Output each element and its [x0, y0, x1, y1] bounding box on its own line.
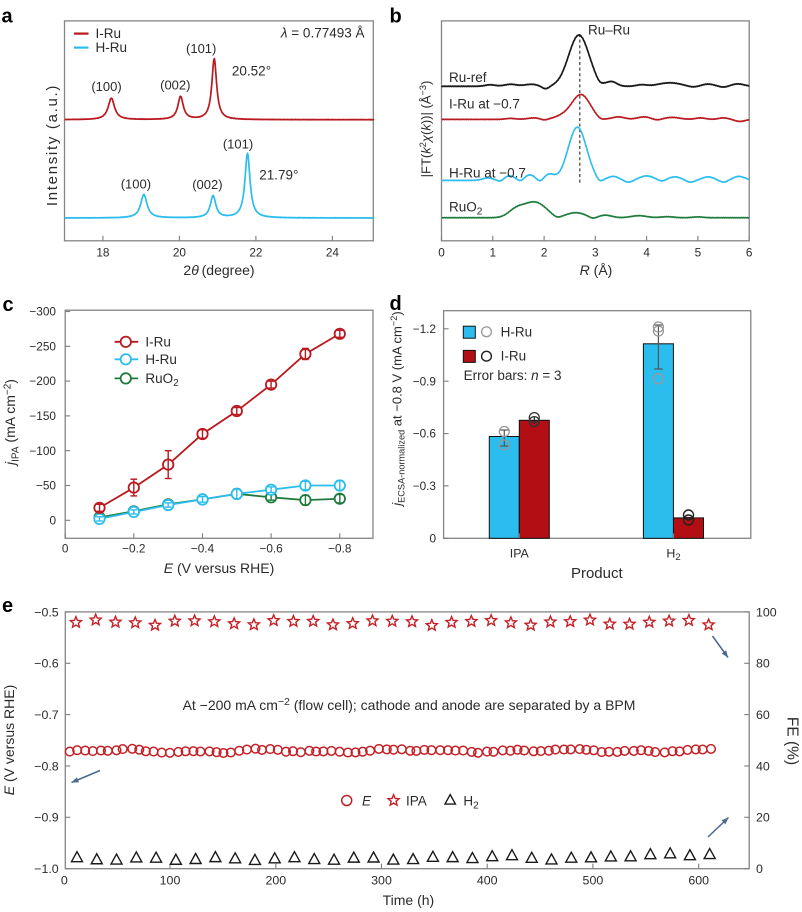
svg-text:−1.2: −1.2	[413, 322, 436, 336]
svg-text:0: 0	[756, 862, 763, 876]
svg-text:−50: −50	[36, 479, 56, 493]
svg-text:|FT(k2χ(k))| (Å−3): |FT(k2χ(k))| (Å−3)	[418, 81, 434, 178]
svg-text:RuO2: RuO2	[449, 200, 483, 218]
svg-text:40: 40	[756, 759, 770, 773]
svg-text:−100: −100	[29, 444, 56, 458]
svg-text:−0.9: −0.9	[413, 374, 436, 388]
svg-text:−0.6: −0.6	[413, 427, 437, 441]
svg-text:(100): (100)	[121, 177, 151, 192]
svg-text:(100): (100)	[91, 79, 121, 94]
svg-text:I-Ru: I-Ru	[145, 334, 171, 349]
svg-text:e: e	[2, 595, 13, 617]
svg-text:H-Ru: H-Ru	[96, 40, 128, 55]
svg-text:−1.0: −1.0	[34, 862, 59, 876]
svg-text:−300: −300	[29, 305, 56, 319]
svg-text:2: 2	[541, 245, 548, 259]
svg-text:−0.8: −0.8	[34, 759, 59, 773]
svg-text:20: 20	[756, 811, 770, 825]
svg-text:d: d	[390, 293, 402, 315]
svg-text:3: 3	[592, 245, 599, 259]
svg-text:E (V versus RHE): E (V versus RHE)	[1, 685, 17, 795]
svg-text:H-Ru: H-Ru	[145, 352, 177, 367]
svg-text:100: 100	[160, 874, 181, 888]
svg-text:I-Ru: I-Ru	[501, 349, 527, 364]
svg-text:−0.4: −0.4	[191, 542, 215, 556]
svg-text:(101): (101)	[223, 137, 253, 152]
svg-text:20.52°: 20.52°	[232, 63, 271, 78]
svg-text:22: 22	[249, 245, 262, 259]
svg-text:c: c	[3, 294, 14, 316]
svg-text:E: E	[362, 794, 372, 809]
svg-text:5: 5	[695, 245, 702, 259]
svg-text:100: 100	[756, 605, 777, 619]
svg-text:RuO2: RuO2	[145, 371, 179, 389]
svg-text:λ = 0.77493 Å: λ = 0.77493 Å	[280, 26, 365, 41]
svg-text:H-Ru: H-Ru	[501, 324, 533, 339]
svg-text:300: 300	[371, 874, 392, 888]
svg-text:1: 1	[490, 245, 497, 259]
svg-text:I-Ru: I-Ru	[96, 26, 122, 41]
svg-text:600: 600	[688, 874, 709, 888]
svg-text:I-Ru at −0.7: I-Ru at −0.7	[449, 97, 520, 112]
svg-text:Error bars: n = 3: Error bars: n = 3	[464, 368, 562, 383]
svg-text:2θ (degree): 2θ (degree)	[183, 262, 254, 278]
svg-text:−0.6: −0.6	[34, 657, 59, 671]
svg-text:Time (h): Time (h)	[383, 892, 435, 908]
svg-text:−150: −150	[29, 409, 56, 423]
svg-text:18: 18	[96, 245, 110, 259]
svg-text:(002): (002)	[160, 78, 190, 93]
svg-text:−250: −250	[29, 339, 56, 353]
svg-text:−200: −200	[29, 374, 56, 388]
svg-text:Product: Product	[571, 565, 624, 582]
svg-text:(101): (101)	[186, 41, 216, 56]
svg-text:H-Ru at −0.7: H-Ru at −0.7	[449, 166, 526, 181]
svg-text:24: 24	[326, 245, 340, 259]
svg-text:20: 20	[173, 245, 187, 259]
svg-text:−0.2: −0.2	[122, 542, 145, 556]
svg-text:−0.3: −0.3	[413, 479, 437, 493]
svg-text:0: 0	[61, 874, 68, 888]
svg-text:−0.7: −0.7	[34, 708, 59, 722]
svg-text:R (Å): R (Å)	[580, 262, 613, 278]
svg-text:0: 0	[49, 513, 56, 527]
svg-text:Ru–Ru: Ru–Ru	[588, 23, 630, 38]
svg-text:−0.6: −0.6	[259, 542, 283, 556]
svg-text:b: b	[390, 6, 402, 28]
svg-text:4: 4	[643, 245, 650, 259]
svg-text:IPA: IPA	[406, 794, 427, 809]
svg-text:a: a	[2, 6, 14, 28]
svg-text:Ru-ref: Ru-ref	[449, 70, 487, 85]
svg-text:−0.9: −0.9	[34, 811, 59, 825]
svg-text:6: 6	[746, 245, 753, 259]
svg-text:At −200 mA cm−2 (flow cell); c: At −200 mA cm−2 (flow cell); cathode and…	[183, 696, 636, 713]
svg-text:IPA: IPA	[510, 546, 530, 560]
svg-text:FE (%): FE (%)	[784, 717, 801, 765]
svg-text:0: 0	[438, 245, 445, 259]
svg-text:Intensity (a.u.): Intensity (a.u.)	[44, 84, 61, 206]
svg-text:500: 500	[583, 874, 604, 888]
svg-text:jECSA-normalized at −0.8 V (mA: jECSA-normalized at −0.8 V (mA cm−2)	[389, 311, 407, 507]
svg-text:0: 0	[429, 531, 436, 545]
svg-text:60: 60	[756, 708, 770, 722]
svg-text:200: 200	[265, 874, 286, 888]
svg-text:400: 400	[477, 874, 498, 888]
svg-text:21.79°: 21.79°	[259, 167, 298, 182]
svg-text:jIPA (mA cm−2): jIPA (mA cm−2)	[2, 379, 21, 467]
svg-text:0: 0	[62, 542, 69, 556]
svg-text:−0.8: −0.8	[328, 542, 352, 556]
svg-text:E (V versus RHE): E (V versus RHE)	[164, 560, 274, 576]
svg-text:80: 80	[756, 657, 770, 671]
svg-text:−0.5: −0.5	[34, 605, 59, 619]
svg-text:(002): (002)	[192, 177, 222, 192]
